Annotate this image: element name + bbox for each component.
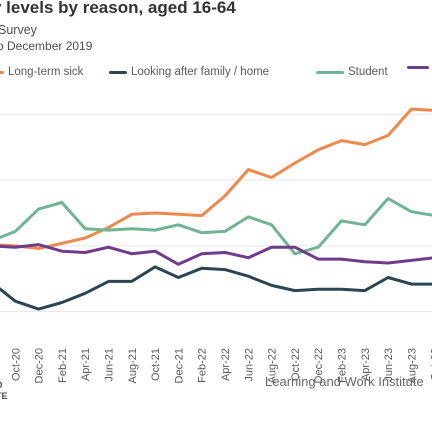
- x-tick-label: Aug-22: [267, 348, 279, 383]
- chart-period: o December 2019: [0, 39, 93, 53]
- x-tick-label: Aug-23: [406, 348, 418, 383]
- x-tick-label: Feb-22: [197, 348, 209, 383]
- chart-legend: Long-term sick Looking after family / ho…: [0, 66, 432, 82]
- chart-grid: [0, 113, 432, 313]
- series-line-3: [0, 243, 432, 266]
- legend-swatch-other: [407, 66, 429, 69]
- x-tick-label: Oct-22: [290, 348, 302, 381]
- legend-swatch-family-home: [109, 70, 127, 74]
- legend-swatch-long-term-sick: [0, 70, 4, 74]
- x-tick-label: Jun-21: [104, 348, 116, 382]
- x-tick-label: Dec-21: [173, 348, 185, 383]
- x-tick-label: Feb-23: [337, 348, 349, 383]
- x-tick-label: Dec-22: [313, 348, 325, 383]
- x-tick-label: Dec-20: [34, 348, 46, 383]
- footer-source: Learning and Work Institute: [265, 374, 424, 389]
- legend-label-family-home: Looking after family / home: [131, 66, 270, 78]
- legend-item-long-term-sick: Long-term sick: [0, 66, 83, 78]
- x-tick-label: Jun-23: [383, 348, 395, 382]
- legend-swatch-student: [316, 70, 344, 74]
- series-line-2: [0, 197, 432, 256]
- legend-label-long-term-sick: Long-term sick: [8, 66, 84, 78]
- x-axis-labels: Oct-20 Dec-20 Feb-21 Apr-21 Jun-21 Aug-21 Oct-…: [10, 348, 432, 383]
- x-tick-label: Apr-23: [360, 348, 372, 381]
- legend-item-other: [407, 66, 432, 69]
- series-line-1: [0, 265, 432, 311]
- x-tick-label: Apr-21: [80, 348, 92, 381]
- legend-label-student: Student: [348, 66, 388, 78]
- footer-logo-line1: D: [0, 380, 8, 391]
- chart-lines: [0, 107, 432, 311]
- chart-subtitle: Survey: [0, 23, 37, 37]
- series-line-0: [0, 107, 432, 250]
- x-tick-label: Oct-20: [10, 348, 22, 381]
- footer-logo: D TE: [0, 380, 8, 402]
- chart-title: y levels by reason, aged 16-64: [0, 0, 236, 17]
- x-tick-label: Oct-23: [430, 348, 432, 381]
- x-tick-label: Aug-21: [127, 348, 139, 383]
- footer-logo-line2: TE: [0, 391, 8, 401]
- x-tick-label: Feb-21: [57, 348, 69, 383]
- legend-item-student: Student: [316, 66, 388, 78]
- legend-item-family-home: Looking after family / home: [109, 66, 269, 78]
- x-tick-label: Oct-21: [150, 348, 162, 381]
- x-tick-label: Apr-22: [220, 348, 232, 381]
- x-tick-label: Jun-22: [243, 348, 255, 382]
